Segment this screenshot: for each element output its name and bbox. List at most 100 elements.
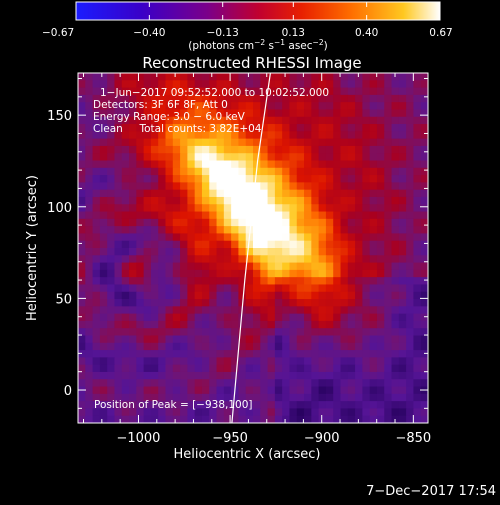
heatmap-cell — [187, 167, 196, 176]
heatmap-cell — [165, 124, 174, 132]
heatmap-cell — [420, 87, 428, 96]
heatmap-cell — [165, 109, 174, 118]
heatmap-cell — [384, 269, 393, 278]
heatmap-cell — [172, 415, 181, 423]
heatmap-cell — [209, 277, 218, 285]
heatmap-cell — [369, 415, 378, 423]
heatmap-cell — [150, 73, 159, 81]
heatmap-cell — [384, 320, 393, 329]
heatmap-cell — [391, 255, 400, 264]
heatmap-cell — [355, 393, 363, 402]
heatmap-cell — [92, 160, 101, 169]
heatmap-cell — [143, 415, 152, 423]
heatmap-cell — [85, 87, 94, 96]
heatmap-cell — [304, 364, 312, 373]
heatmap-cell — [325, 102, 334, 110]
heatmap-cell — [165, 167, 174, 176]
heatmap-cell — [413, 248, 422, 256]
heatmap-cell — [85, 408, 94, 417]
heatmap-cell — [231, 408, 239, 417]
heatmap-cell — [209, 109, 218, 118]
heatmap-cell — [311, 379, 320, 388]
heatmap-cell — [92, 364, 101, 373]
heatmap-cell — [85, 357, 94, 366]
heatmap-cell — [150, 248, 159, 256]
heatmap-cell — [143, 73, 152, 81]
heatmap-cell — [78, 255, 86, 264]
info-clean-counts: Clean Total counts: 3.82E+04 — [93, 123, 262, 135]
heatmap-cell — [274, 87, 283, 96]
heatmap-cell — [333, 196, 341, 205]
heatmap-cell — [333, 313, 341, 322]
heatmap-cell — [413, 328, 422, 336]
heatmap-cell — [267, 320, 276, 329]
heatmap-cell — [223, 262, 232, 271]
heatmap-cell — [78, 299, 86, 307]
heatmap-cell — [99, 160, 108, 169]
heatmap-cell — [114, 124, 123, 132]
heatmap-cell — [333, 320, 341, 329]
heatmap-cell — [121, 291, 130, 300]
heatmap-cell — [114, 401, 123, 409]
heatmap-cell — [143, 182, 152, 191]
heatmap-cell — [158, 189, 166, 198]
heatmap-cell — [216, 204, 225, 213]
heatmap-cell — [223, 87, 232, 96]
heatmap-cell — [150, 131, 159, 140]
heatmap-cell — [129, 73, 137, 81]
heatmap-cell — [194, 233, 203, 242]
heatmap-cell — [267, 182, 276, 191]
heatmap-cell — [253, 401, 261, 409]
heatmap-cell — [129, 269, 137, 278]
heatmap-cell — [347, 131, 356, 140]
heatmap-cell — [413, 196, 422, 205]
heatmap-cell — [289, 160, 298, 169]
heatmap-cell — [376, 350, 385, 358]
heatmap-cell — [333, 269, 341, 278]
heatmap-cell — [172, 124, 181, 132]
heatmap-cell — [201, 255, 210, 264]
heatmap-cell — [216, 211, 225, 220]
heatmap-cell — [274, 218, 283, 227]
heatmap-cell — [289, 320, 298, 329]
heatmap-cell — [333, 284, 341, 293]
heatmap-cell — [143, 80, 152, 89]
heatmap-cell — [85, 109, 94, 118]
heatmap-cell — [355, 211, 363, 220]
heatmap-cell — [376, 371, 385, 380]
heatmap-cell — [216, 153, 225, 161]
heatmap-cell — [340, 175, 349, 183]
heatmap-cell — [420, 211, 428, 220]
heatmap-cell — [398, 226, 407, 234]
heatmap-cell — [289, 226, 298, 234]
heatmap-cell — [369, 102, 378, 110]
heatmap-cell — [78, 313, 86, 322]
heatmap-cell — [99, 320, 108, 329]
heatmap-cell — [158, 196, 166, 205]
heatmap-cell — [150, 393, 159, 402]
heatmap-cell — [274, 160, 283, 169]
heatmap-cell — [311, 401, 320, 409]
heatmap-cell — [92, 277, 101, 285]
heatmap-cell — [231, 182, 239, 191]
heatmap-cell — [107, 364, 115, 373]
heatmap-cell — [406, 393, 414, 402]
heatmap-cell — [384, 182, 393, 191]
heatmap-cell — [340, 80, 349, 89]
heatmap-cell — [260, 138, 269, 147]
heatmap-cell — [391, 189, 400, 198]
heatmap-cell — [333, 131, 341, 140]
heatmap-cell — [136, 240, 145, 249]
heatmap-cell — [121, 350, 130, 358]
heatmap-cell — [318, 328, 327, 336]
heatmap-cell — [333, 408, 341, 417]
heatmap-cell — [129, 80, 137, 89]
heatmap-cell — [398, 109, 407, 118]
heatmap-cell — [260, 116, 269, 125]
heatmap-cell — [158, 350, 166, 358]
heatmap-cell — [325, 408, 334, 417]
heatmap-cell — [180, 320, 188, 329]
heatmap-cell — [362, 408, 371, 417]
heatmap-cell — [362, 138, 371, 147]
y-axis-label: Heliocentric Y (arcsec) — [25, 175, 40, 321]
